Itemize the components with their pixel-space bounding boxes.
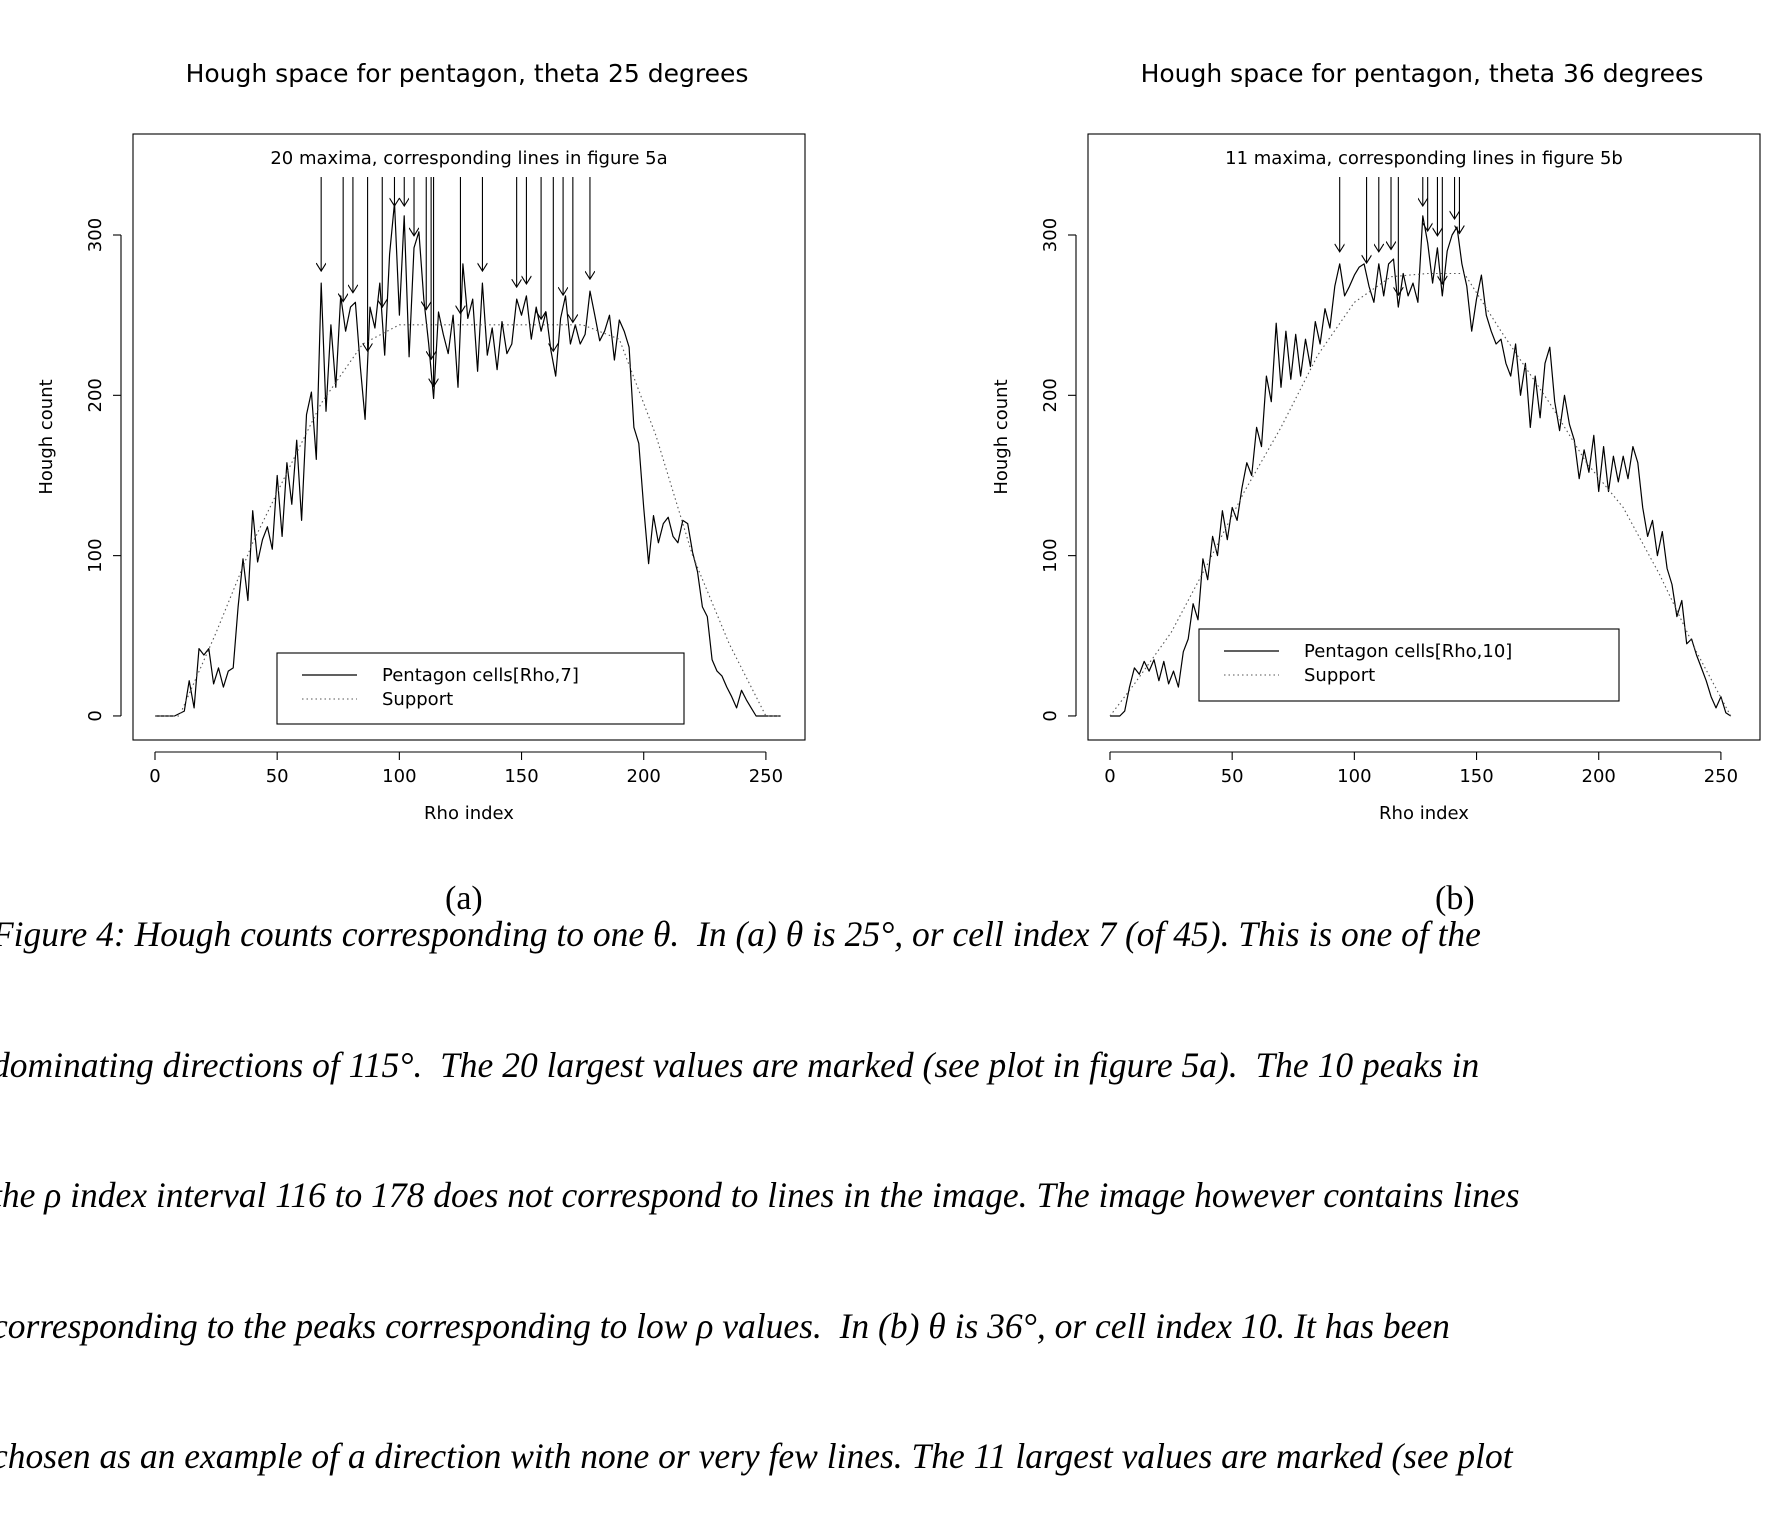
x-tick-label: 100 [382,766,416,787]
plot-frame [132,133,806,741]
legend-entry-pentagon: Pentagon cells[Rho,7] [382,665,579,686]
maxima-annotation: 20 maxima, corresponding lines in figure… [270,148,667,169]
legend-entry-pentagon: Pentagon cells[Rho,10] [1304,641,1512,662]
caption-line: Figure 4: Hough counts corresponding to … [0,914,1481,954]
x-axis-label: Rho index [1379,803,1469,824]
pentagon-series-line [155,202,781,717]
x-tick-label: 200 [1582,766,1616,787]
y-tick-label: 300 [1040,218,1061,252]
chart-b: Hough space for pentagon, theta 36 degre… [991,59,1761,824]
y-tick-label: 100 [1040,538,1061,572]
x-tick-label: 150 [504,766,538,787]
x-tick-label: 250 [1704,766,1738,787]
maxima-annotation: 11 maxima, corresponding lines in figure… [1225,148,1623,169]
y-tick-label: 200 [85,378,106,412]
support-series-line [1109,272,1732,717]
chart-title: Hough space for pentagon, theta 36 degre… [1141,59,1704,88]
support-series-line [155,324,781,717]
subfigure-label-b: (b) [1435,880,1475,917]
y-tick-label: 200 [1040,378,1061,412]
pentagon-series-line [1110,215,1732,717]
y-axis-label: Hough count [991,379,1012,494]
figure: Hough space for pentagon, theta 25 degre… [36,59,1761,824]
x-tick-label: 0 [149,766,160,787]
chart-title: Hough space for pentagon, theta 25 degre… [186,59,749,88]
x-tick-label: 200 [627,766,661,787]
x-tick-label: 100 [1337,766,1371,787]
x-axis-label: Rho index [424,803,514,824]
legend-entry-support: Support [1304,665,1375,686]
caption-line: the ρ index interval 116 to 178 does not… [0,1175,1520,1215]
legend-box [1198,628,1620,702]
y-axis-label: Hough count [36,379,57,494]
figure-caption: Figure 4: Hough counts corresponding to … [0,826,1769,1522]
x-tick-label: 50 [1221,766,1244,787]
y-tick-label: 0 [85,710,106,721]
legend-entry-support: Support [382,689,453,710]
chart-a: Hough space for pentagon, theta 25 degre… [36,59,806,824]
y-tick-label: 100 [85,538,106,572]
subfigure-label-a: (a) [445,880,483,917]
legend-box [276,652,685,725]
y-tick-label: 0 [1040,710,1061,721]
x-tick-label: 250 [749,766,783,787]
x-tick-label: 0 [1104,766,1115,787]
x-tick-label: 150 [1459,766,1493,787]
caption-line: dominating directions of 115°. The 20 la… [0,1044,1480,1085]
x-tick-label: 50 [266,766,289,787]
caption-line: chosen as an example of a direction with… [0,1436,1513,1476]
caption-line: corresponding to the peaks corresponding… [0,1305,1450,1346]
plot-frame [1087,133,1761,741]
y-tick-label: 300 [85,218,106,252]
